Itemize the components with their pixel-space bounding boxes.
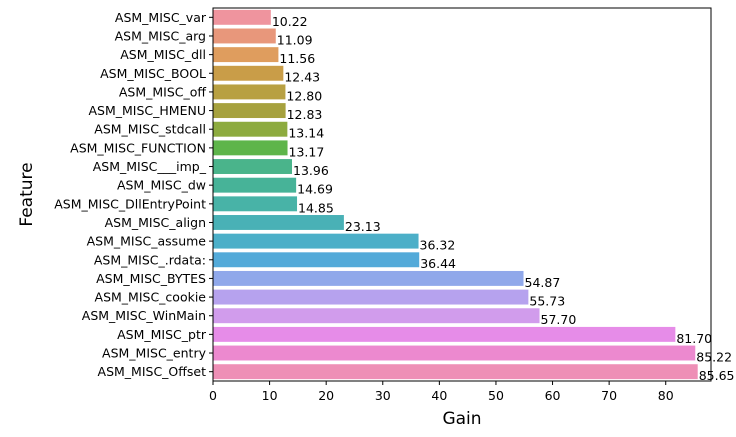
y-tick-label: ASM_MISC_stdcall [94, 122, 206, 137]
x-tick-label: 60 [545, 388, 561, 403]
data-label: 13.17 [289, 144, 325, 159]
data-label: 13.96 [293, 163, 329, 178]
data-label: 11.56 [279, 51, 315, 66]
y-tick-label: ASM_MISC___imp_ [93, 159, 207, 174]
data-label: 85.65 [699, 368, 735, 383]
bar-16 [213, 308, 540, 324]
y-tick-label: ASM_MISC_cookie [95, 290, 207, 305]
bar-5 [213, 103, 286, 119]
plot-frame [212, 7, 712, 382]
bar-6 [213, 121, 288, 137]
bar-8 [213, 159, 293, 174]
bar-4 [213, 84, 286, 100]
data-label: 36.32 [420, 238, 456, 253]
data-label: 57.70 [541, 312, 577, 327]
bar-9 [213, 177, 297, 193]
data-label: 13.14 [288, 126, 324, 141]
data-label: 55.73 [529, 294, 565, 309]
bars-group [213, 9, 698, 380]
x-tick-label: 70 [601, 388, 617, 403]
y-tick-label: ASM_MISC_DllEntryPoint [54, 196, 206, 211]
y-tick-label: ASM_MISC_arg [115, 28, 206, 43]
y-tick-label: ASM_MISC_BYTES [96, 271, 206, 286]
y-tick-label: ASM_MISC_ptr [117, 327, 207, 342]
bar-0 [213, 9, 271, 25]
x-axis-title: Gain [442, 409, 481, 429]
data-label: 85.22 [696, 349, 732, 364]
data-label: 14.85 [298, 200, 334, 215]
x-tick-label: 20 [318, 388, 334, 403]
x-ticks: 0 10 20 30 40 50 60 70 80 [209, 381, 674, 403]
y-tick-label: ASM_MISC_assume [87, 234, 207, 249]
y-tick-label: ASM_MISC_FUNCTION [70, 140, 206, 155]
bar-19 [213, 364, 698, 380]
y-tick-label: ASM_MISC_dw [117, 178, 206, 193]
x-tick-label: 50 [488, 388, 504, 403]
y-tick-label: ASM_MISC_.rdata: [94, 252, 206, 267]
bar-13 [213, 252, 420, 268]
y-axis-title: Feature [17, 162, 37, 226]
data-label: 54.87 [525, 275, 561, 290]
bar-18 [213, 345, 696, 361]
x-tick-label: 0 [209, 388, 217, 403]
bar-11 [213, 215, 344, 230]
y-tick-label: ASM_MISC_HMENU [89, 103, 207, 118]
data-label: 12.43 [284, 70, 320, 85]
data-label: 23.13 [345, 219, 381, 234]
data-label: 10.22 [272, 14, 308, 29]
data-labels: 10.22 11.09 11.56 12.43 12.80 12.83 13.14 13.17… [272, 14, 735, 383]
bar-1 [213, 28, 276, 44]
y-tick-label: ASM_MISC_entry [102, 346, 207, 361]
x-tick-label: 40 [431, 388, 447, 403]
data-label: 12.83 [287, 107, 323, 122]
y-tick-label: ASM_MISC_var [115, 10, 207, 25]
data-label: 11.09 [277, 32, 313, 47]
y-tick-label: ASM_MISC_align [105, 215, 206, 230]
x-tick-label: 10 [262, 388, 278, 403]
bar-14 [213, 270, 524, 286]
y-tick-labels: ASM_MISC_var ASM_MISC_arg ASM_MISC_dll ASM_… [54, 10, 213, 379]
data-label: 36.44 [420, 256, 456, 271]
x-tick-label: 80 [658, 388, 674, 403]
bar-12 [213, 233, 419, 249]
bar-3 [213, 65, 284, 81]
y-tick-label: ASM_MISC_Offset [98, 364, 207, 379]
y-tick-label: ASM_MISC_off [119, 84, 207, 99]
y-tick-label: ASM_MISC_dll [120, 47, 206, 62]
bar-2 [213, 47, 279, 63]
data-label: 81.70 [676, 331, 712, 346]
data-label: 12.80 [286, 88, 322, 103]
bar-7 [213, 140, 288, 156]
bar-15 [213, 289, 529, 305]
y-tick-label: ASM_MISC_WinMain [82, 308, 206, 323]
bar-10 [213, 196, 298, 212]
bar-17 [213, 326, 676, 342]
data-label: 14.69 [297, 182, 333, 197]
x-tick-label: 30 [375, 388, 391, 403]
y-tick-label: ASM_MISC_BOOL [100, 66, 206, 81]
